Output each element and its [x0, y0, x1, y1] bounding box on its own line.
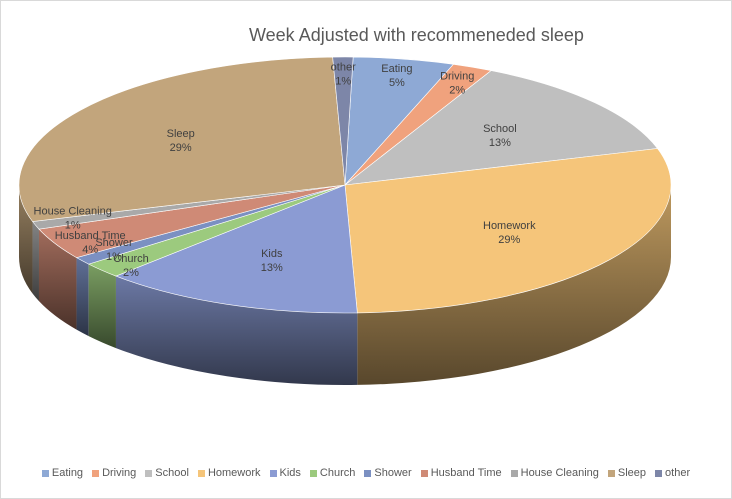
- legend-label: Sleep: [617, 467, 647, 479]
- legend-label: Homework: [207, 467, 261, 479]
- pie-slice-homework: [344, 148, 672, 314]
- legend-label: Eating: [51, 467, 84, 479]
- legend-item-eating: Eating: [41, 467, 84, 479]
- pie-side-shower: [76, 257, 89, 337]
- pie-slice-other: [332, 56, 354, 186]
- legend-swatch: [510, 469, 518, 477]
- legend-swatch: [364, 469, 372, 477]
- legend-label: Driving: [102, 467, 137, 479]
- legend-label: Shower: [374, 467, 412, 479]
- data-label-shower: Shower 1%: [95, 237, 133, 263]
- chart-title: Week Adjusted with recommeneded sleep: [249, 25, 584, 45]
- pie-side-kids: [115, 276, 358, 386]
- pie-side-homework: [357, 185, 671, 385]
- legend-label: School: [155, 467, 189, 479]
- pie-side-walls: [19, 185, 671, 386]
- data-label-husband-time: Husband Time 4%: [55, 230, 126, 256]
- data-label-other: other 1%: [331, 61, 356, 87]
- data-label-eating: Eating 5%: [381, 63, 412, 89]
- data-label-driving: Driving 2%: [440, 70, 474, 96]
- pie-slice-sleep: [18, 56, 346, 222]
- data-label-church: Church 2%: [113, 253, 148, 279]
- legend-label: other: [665, 467, 691, 479]
- pie-slice-school: [343, 70, 659, 186]
- legend-item-husband-time: Husband Time: [420, 467, 502, 479]
- legend-item-school: School: [145, 467, 189, 479]
- pie-side-house-cleaning: [32, 221, 39, 302]
- legend-item-sleep: Sleep: [607, 467, 647, 479]
- legend-swatch: [420, 469, 428, 477]
- legend-item-house-cleaning: House Cleaning: [510, 467, 599, 479]
- legend-swatch: [197, 469, 205, 477]
- chart-legend: Eating Driving School Homework Kids Church Sho…: [1, 467, 731, 479]
- legend-swatch: [607, 469, 615, 477]
- data-label-house-cleaning: House Cleaning 1%: [34, 206, 112, 232]
- data-label-homework: Homework 29%: [483, 220, 536, 246]
- legend-item-shower: Shower: [364, 467, 412, 479]
- legend-swatch: [269, 469, 277, 477]
- legend-swatch: [309, 469, 317, 477]
- legend-item-driving: Driving: [92, 467, 136, 479]
- legend-swatch: [655, 469, 663, 477]
- legend-swatch: [145, 469, 153, 477]
- pie-side-husband-time: [38, 229, 77, 330]
- legend-item-other: other: [655, 467, 690, 479]
- pie-chart: Eating 5% Driving 2% School 13% Homework 29% Kid…: [18, 56, 672, 386]
- legend-label: Church: [319, 467, 356, 479]
- legend-item-homework: Homework: [197, 467, 261, 479]
- legend-item-kids: Kids: [269, 467, 301, 479]
- data-label-sleep: Sleep 29%: [167, 128, 195, 154]
- legend-label: House Cleaning: [520, 467, 599, 479]
- data-label-kids: Kids 13%: [261, 248, 283, 274]
- data-labels: Eating 5% Driving 2% School 13% Homework 29% Kid…: [34, 61, 537, 279]
- legend-label: Husband Time: [430, 467, 502, 479]
- pie-slice-kids: [115, 184, 358, 314]
- legend-swatch: [92, 469, 100, 477]
- legend-item-church: Church: [309, 467, 356, 479]
- pie-side-sleep: [19, 185, 33, 294]
- data-label-school: School 13%: [483, 123, 517, 149]
- legend-swatch: [41, 469, 49, 477]
- pie-slices: [18, 56, 672, 314]
- pie-side-church: [88, 264, 116, 349]
- legend-label: Kids: [279, 467, 301, 479]
